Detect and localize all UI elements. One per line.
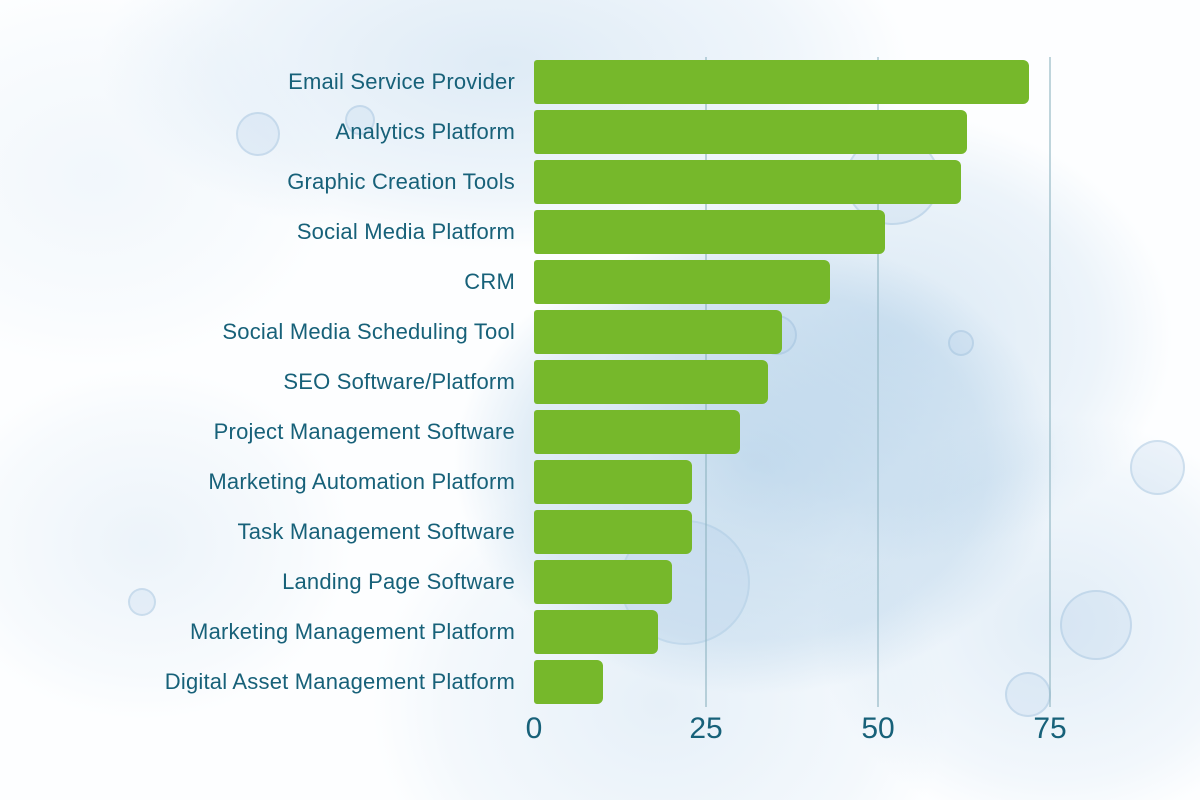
- watercolor-bubble: [948, 330, 974, 356]
- bar: [534, 610, 658, 654]
- x-tick-label: 0: [525, 712, 543, 745]
- bar-track: [534, 407, 1050, 457]
- category-label: Landing Page Software: [282, 569, 515, 594]
- category-label: Task Management Software: [237, 519, 515, 544]
- bar-track: [534, 107, 1050, 157]
- chart-row: Marketing Management Platform: [0, 607, 1050, 657]
- chart-row: Graphic Creation Tools: [0, 157, 1050, 207]
- gridline-x-50: [877, 57, 879, 707]
- chart-row: Task Management Software: [0, 507, 1050, 557]
- bar-track: [534, 607, 1050, 657]
- bar: [534, 660, 603, 704]
- watercolor-bubble: [128, 588, 156, 616]
- bar-track: [534, 557, 1050, 607]
- watercolor-bubble: [236, 112, 280, 156]
- category-label: Analytics Platform: [335, 119, 515, 144]
- category-label: SEO Software/Platform: [283, 369, 515, 394]
- bar: [534, 460, 693, 504]
- bar-track: [534, 457, 1050, 507]
- bar-track: [534, 357, 1050, 407]
- chart-row: CRM: [0, 257, 1050, 307]
- chart-row: Email Service Provider: [0, 57, 1050, 107]
- category-label: Marketing Management Platform: [190, 619, 515, 644]
- category-label: Social Media Platform: [296, 219, 515, 244]
- watercolor-bubble: [345, 105, 375, 135]
- category-label: Social Media Scheduling Tool: [222, 319, 515, 344]
- chart-row: Marketing Automation Platform: [0, 457, 1050, 507]
- x-tick-label: 75: [1033, 712, 1067, 745]
- chart-row: Digital Asset Management Platform: [0, 657, 1050, 707]
- bar-track: [534, 257, 1050, 307]
- bar: [534, 210, 885, 254]
- category-label: Graphic Creation Tools: [287, 169, 515, 194]
- bar-track: [534, 657, 1050, 707]
- bar: [534, 360, 768, 404]
- category-label: Project Management Software: [213, 419, 515, 444]
- bar-track: [534, 207, 1050, 257]
- gridline-x-75: [1049, 57, 1051, 707]
- chart-row: Project Management Software: [0, 407, 1050, 457]
- bar-track: [534, 507, 1050, 557]
- chart-row: Social Media Scheduling Tool: [0, 307, 1050, 357]
- watercolor-bubble: [1060, 590, 1132, 660]
- bar-rows: Email Service Provider Analytics Platform…: [0, 57, 1050, 707]
- category-label: Digital Asset Management Platform: [164, 669, 515, 694]
- bar-track: [534, 57, 1050, 107]
- x-axis: 0 25 50 75: [0, 707, 1200, 752]
- bar: [534, 410, 741, 454]
- bar-track: [534, 157, 1050, 207]
- bar: [534, 60, 1030, 104]
- category-label: CRM: [464, 269, 515, 294]
- chart-row: Social Media Platform: [0, 207, 1050, 257]
- chart-row: Landing Page Software: [0, 557, 1050, 607]
- category-label: Email Service Provider: [288, 69, 515, 94]
- x-tick-label: 25: [689, 712, 723, 745]
- chart-row: SEO Software/Platform: [0, 357, 1050, 407]
- bar-track: [534, 307, 1050, 357]
- watercolor-bubble: [1130, 440, 1185, 495]
- bar: [534, 560, 672, 604]
- horizontal-bar-chart: Email Service Provider Analytics Platform…: [0, 57, 1051, 707]
- x-tick-label: 50: [861, 712, 895, 745]
- category-label: Marketing Automation Platform: [208, 469, 515, 494]
- chart-row: Analytics Platform: [0, 107, 1050, 157]
- bar: [534, 260, 830, 304]
- watercolor-bubble: [1005, 672, 1051, 717]
- bar: [534, 110, 968, 154]
- bar: [534, 310, 782, 354]
- bar: [534, 160, 961, 204]
- bar: [534, 510, 693, 554]
